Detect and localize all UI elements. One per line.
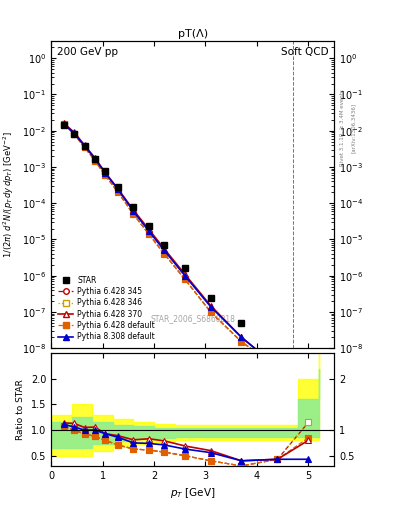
Text: Soft QCD: Soft QCD <box>281 47 329 57</box>
Text: STAR_2006_S6860818: STAR_2006_S6860818 <box>150 314 235 324</box>
Text: Rivet 3.1.10, ≥ 3.4M events: Rivet 3.1.10, ≥ 3.4M events <box>340 90 344 166</box>
Y-axis label: $1/(2\pi)\ d^2N/(p_T\,dy\,dp_T)\ [\mathrm{GeV}^{-2}]$: $1/(2\pi)\ d^2N/(p_T\,dy\,dp_T)\ [\mathr… <box>2 131 17 258</box>
Text: [arXiv:1306.3436]: [arXiv:1306.3436] <box>351 103 356 153</box>
Title: pT(Λ): pT(Λ) <box>178 29 208 39</box>
X-axis label: $p_T$ [GeV]: $p_T$ [GeV] <box>170 486 215 500</box>
Legend: STAR, Pythia 6.428 345, Pythia 6.428 346, Pythia 6.428 370, Pythia 6.428 default: STAR, Pythia 6.428 345, Pythia 6.428 346… <box>55 273 158 345</box>
Text: 200 GeV pp: 200 GeV pp <box>57 47 118 57</box>
Y-axis label: Ratio to STAR: Ratio to STAR <box>16 379 25 440</box>
